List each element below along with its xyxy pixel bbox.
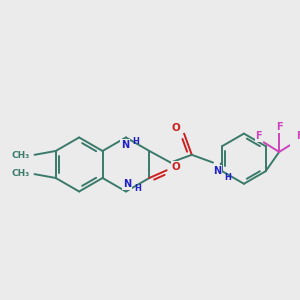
Text: H: H [225,172,232,182]
Text: F: F [276,122,283,132]
Text: N: N [121,140,129,150]
Text: N: N [123,179,131,189]
Text: H: H [135,184,142,193]
Text: H: H [133,137,140,146]
Text: F: F [296,131,300,142]
Text: F: F [256,131,262,142]
Text: N: N [213,166,221,176]
Text: O: O [172,162,181,172]
Text: CH₃: CH₃ [12,169,30,178]
Text: CH₃: CH₃ [12,151,30,160]
Text: O: O [172,123,181,133]
